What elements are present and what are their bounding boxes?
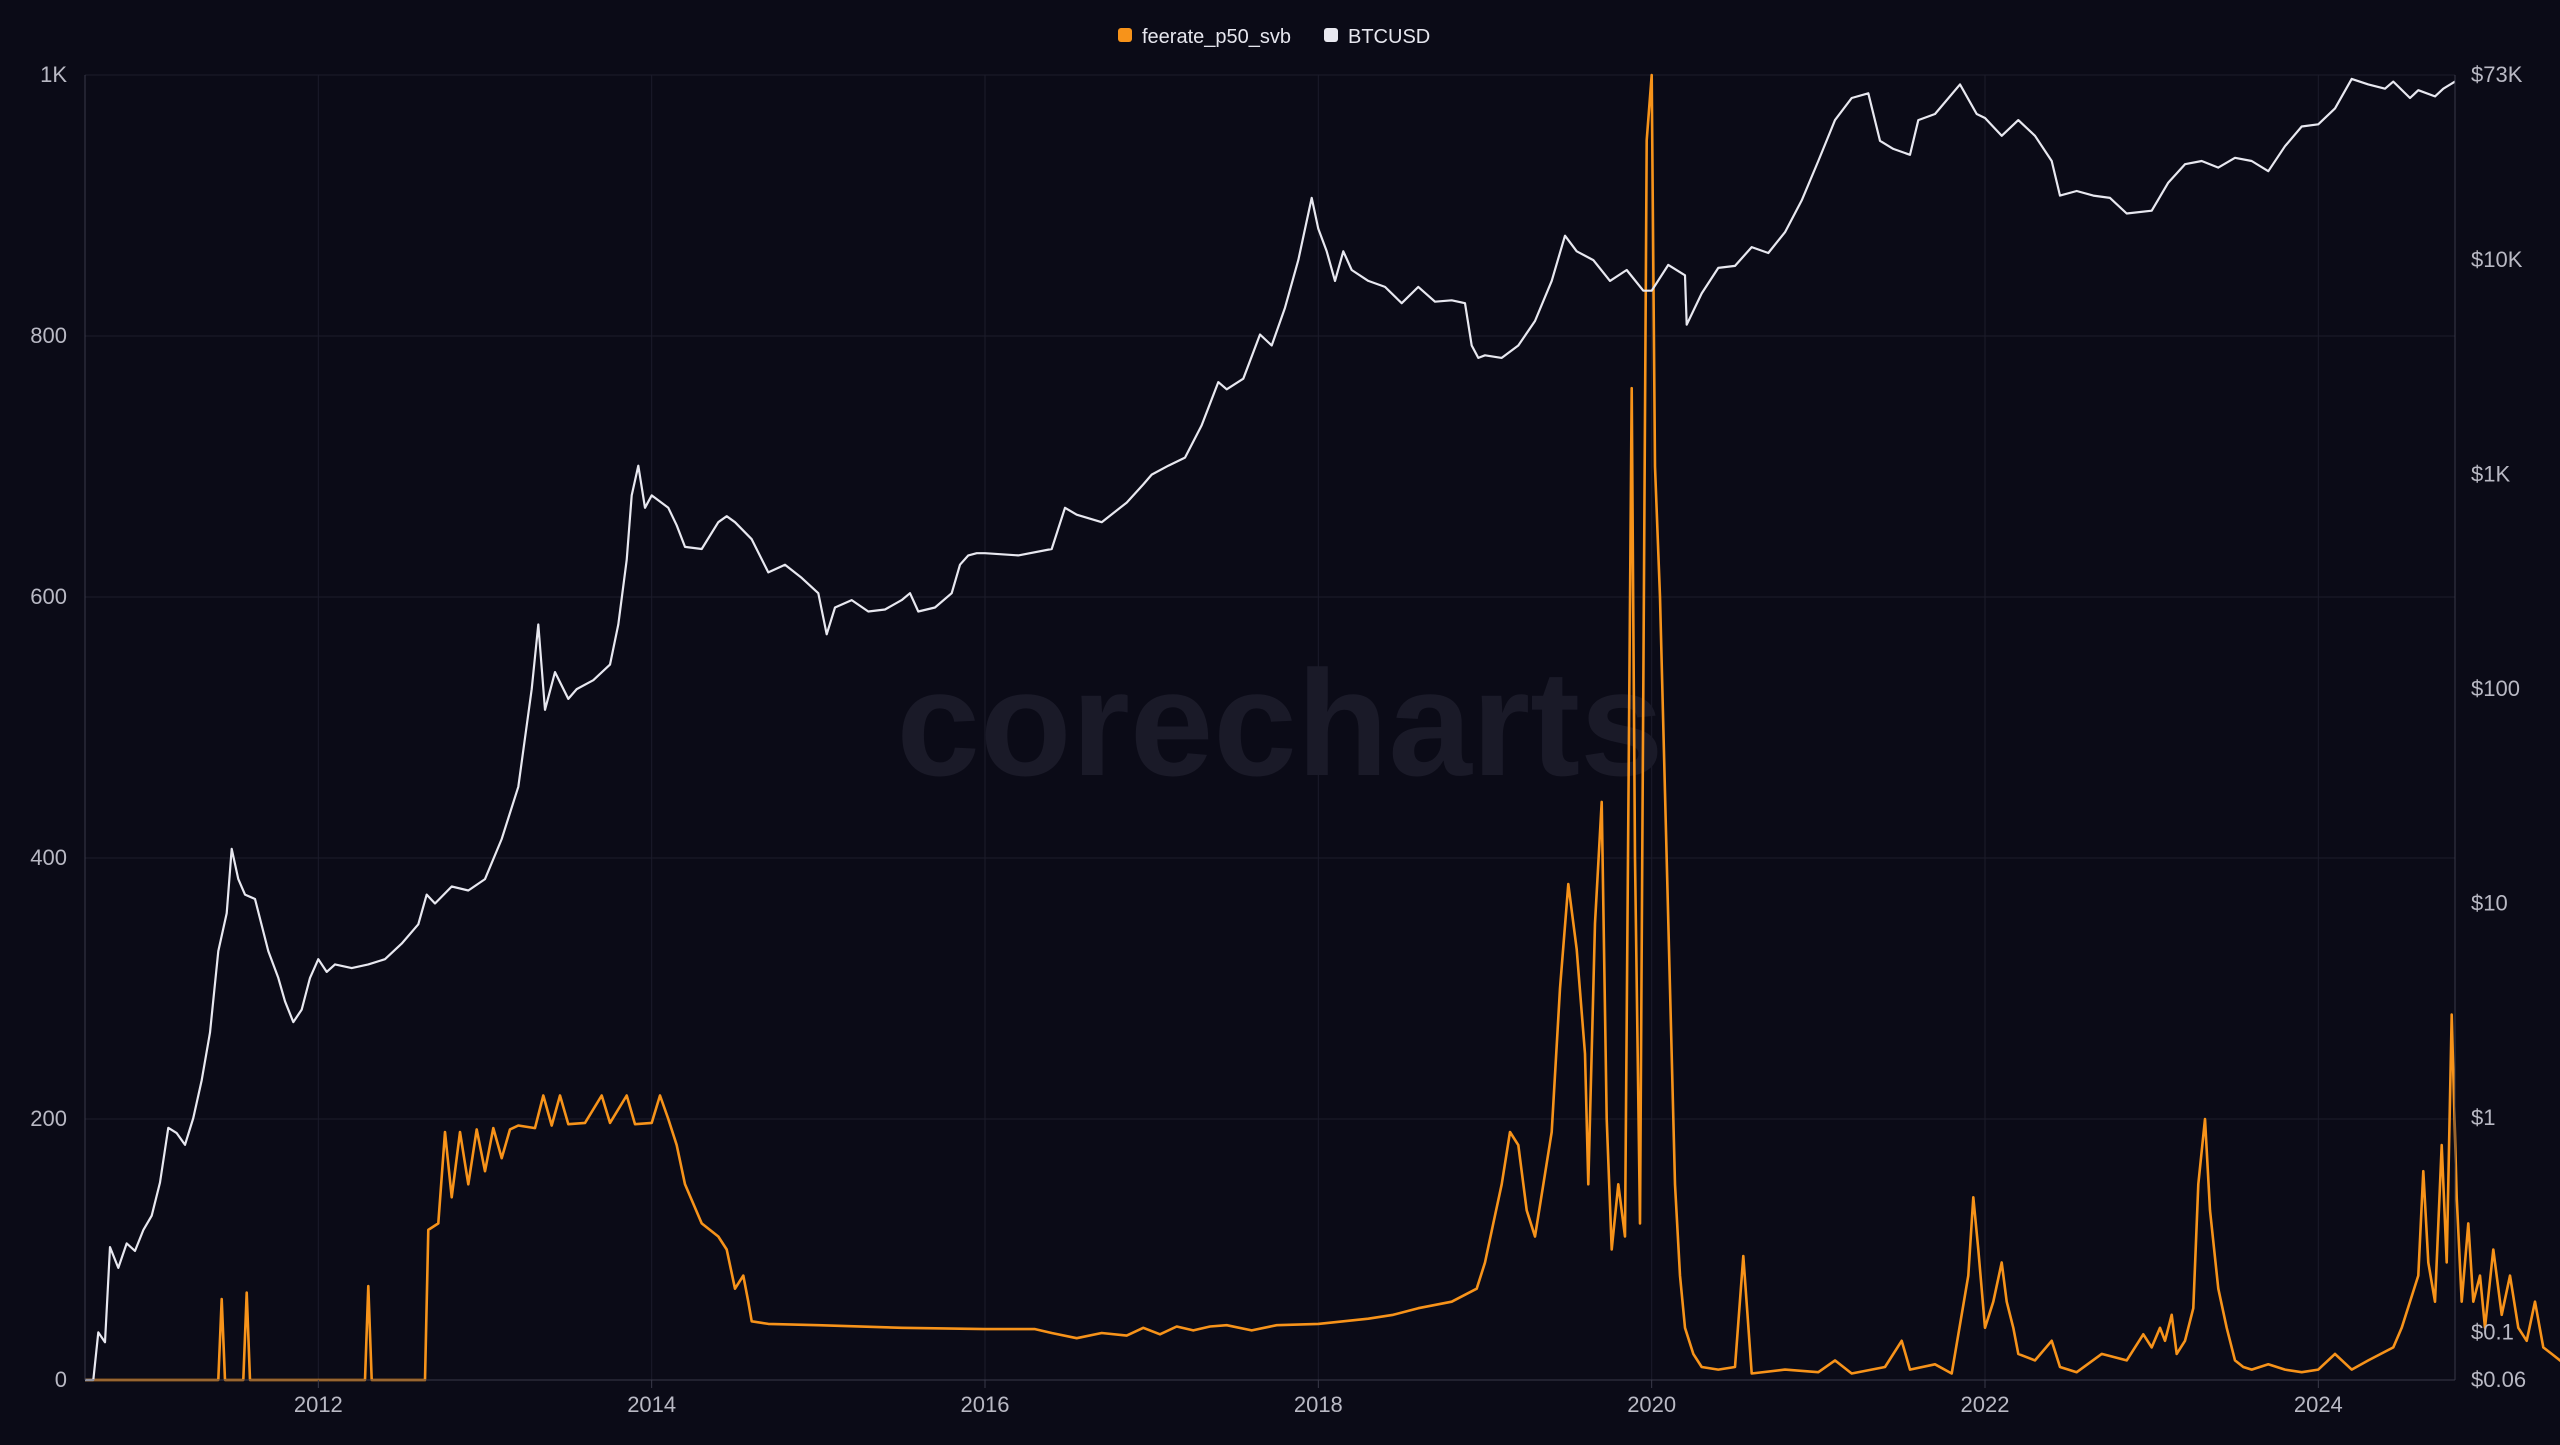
legend-label-btcusd: BTCUSD [1348,26,1430,48]
legend-swatch-btcusd [1324,28,1338,42]
legend-label-feerate: feerate_p50_svb [1142,26,1291,48]
y-right-tick-label: $0.1 [2471,1319,2514,1344]
legend-item-feerate[interactable]: feerate_p50_svb [1118,26,1291,48]
x-tick-label: 2022 [1961,1392,2010,1417]
legend-swatch-feerate [1118,28,1132,42]
y-right-tick-label: $10 [2471,891,2508,916]
y-right-tick-label: $10K [2471,247,2523,272]
y-right-tick-label: $73K [2471,62,2523,87]
axis-layer: 0 200 400 600 800 1K 2012 2014 2016 2018 2020 2022 2… [30,62,2526,1417]
x-tick-label: 2014 [627,1392,676,1417]
y-right-tick-label: $100 [2471,676,2520,701]
x-tick-label: 2016 [961,1392,1010,1417]
series-layer [85,73,2560,1382]
legend-item-btcusd[interactable]: BTCUSD [1324,26,1430,48]
y-right-tick-label: $0.06 [2471,1367,2526,1392]
y-left-tick-label: 1K [40,62,67,87]
series-line-feerate-p50-svb [85,73,2560,1382]
watermark: corecharts [896,639,1663,807]
series-line-btcusd [85,77,2456,1382]
y-left-tick-label: 400 [30,845,67,870]
y-left-tick-label: 800 [30,323,67,348]
x-tick-label: 2020 [1627,1392,1676,1417]
y-left-tick-label: 600 [30,584,67,609]
x-tick-label: 2024 [2294,1392,2343,1417]
y-right-tick-label: $1 [2471,1105,2495,1130]
x-tick-label: 2018 [1294,1392,1343,1417]
y-left-tick-label: 0 [55,1367,67,1392]
x-tick-label: 2012 [294,1392,343,1417]
y-right-tick-label: $1K [2471,462,2510,487]
legend[interactable]: feerate_p50_svb BTCUSD [1118,26,1430,48]
grid-layer [85,74,2455,1381]
y-left-tick-label: 200 [30,1106,67,1131]
